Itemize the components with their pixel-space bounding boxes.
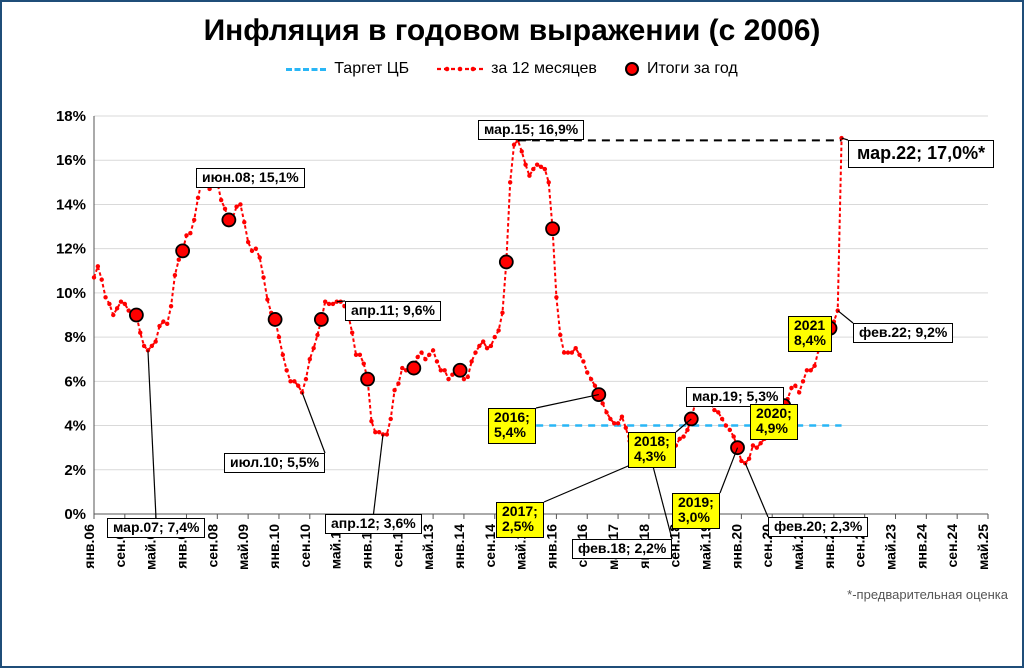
svg-text:18%: 18% — [56, 108, 86, 125]
svg-text:сен.14: сен.14 — [482, 524, 498, 568]
svg-text:сен.20: сен.20 — [759, 524, 775, 568]
legend-label-target: Таргет ЦБ — [334, 60, 409, 78]
svg-text:сен.10: сен.10 — [297, 524, 313, 568]
svg-text:сен.16: сен.16 — [574, 524, 590, 568]
svg-text:май.09: май.09 — [235, 524, 251, 570]
legend-swatch-target — [286, 68, 326, 71]
chart-frame: { "title": "Инфляция в годовом выражении… — [0, 0, 1024, 668]
svg-text:12%: 12% — [56, 241, 86, 258]
plot-area: 0% 2% 4% 6% 8% 10% 12% 14% 16% 18% янв.06 сен.06 май… — [50, 98, 996, 576]
svg-text:май.17: май.17 — [605, 524, 621, 570]
legend-item-monthly: за 12 месяцев — [437, 60, 597, 78]
svg-text:2%: 2% — [64, 462, 86, 479]
legend-item-target: Таргет ЦБ — [286, 60, 409, 78]
svg-text:янв.14: янв.14 — [451, 524, 467, 569]
legend-label-yearly: Итоги за год — [647, 60, 738, 78]
svg-text:0%: 0% — [64, 506, 86, 523]
chart-svg: 0% 2% 4% 6% 8% 10% 12% 14% 16% 18% янв.06 сен.06 май… — [50, 98, 996, 576]
svg-text:янв.06: янв.06 — [81, 524, 97, 569]
svg-text:янв.18: янв.18 — [636, 524, 652, 569]
svg-text:май.21: май.21 — [790, 524, 806, 570]
svg-text:май.23: май.23 — [883, 524, 899, 570]
svg-text:сен.24: сен.24 — [944, 524, 960, 568]
legend-swatch-monthly — [437, 62, 483, 76]
footnote: *-предварительная оценка — [847, 587, 1008, 602]
svg-text:май.07: май.07 — [143, 524, 159, 570]
svg-text:май.15: май.15 — [513, 524, 529, 570]
svg-text:янв.22: янв.22 — [821, 524, 837, 569]
svg-text:10%: 10% — [56, 285, 86, 302]
svg-text:8%: 8% — [64, 329, 86, 346]
svg-text:май.25: май.25 — [975, 524, 991, 570]
svg-text:янв.08: янв.08 — [173, 524, 189, 569]
svg-text:сен.08: сен.08 — [204, 524, 220, 568]
svg-text:янв.16: янв.16 — [543, 524, 559, 569]
svg-text:май.19: май.19 — [698, 524, 714, 570]
svg-text:14%: 14% — [56, 196, 86, 213]
svg-text:янв.20: янв.20 — [728, 524, 744, 569]
svg-text:6%: 6% — [64, 373, 86, 390]
svg-text:сен.22: сен.22 — [852, 524, 868, 568]
legend: Таргет ЦБ за 12 месяцев Итоги за год — [2, 60, 1022, 78]
legend-item-yearly: Итоги за год — [625, 60, 738, 78]
svg-text:май.11: май.11 — [328, 524, 344, 569]
svg-text:янв.24: янв.24 — [913, 524, 929, 569]
svg-text:янв.12: янв.12 — [358, 524, 374, 569]
svg-text:сен.06: сен.06 — [112, 524, 128, 568]
svg-text:май.13: май.13 — [420, 524, 436, 570]
svg-text:сен.12: сен.12 — [389, 524, 405, 568]
svg-text:16%: 16% — [56, 152, 86, 169]
chart-title: Инфляция в годовом выражении (с 2006) — [2, 14, 1022, 48]
svg-text:янв.10: янв.10 — [266, 524, 282, 569]
legend-swatch-yearly — [625, 62, 639, 76]
legend-label-monthly: за 12 месяцев — [491, 60, 597, 78]
svg-text:4%: 4% — [64, 418, 86, 435]
